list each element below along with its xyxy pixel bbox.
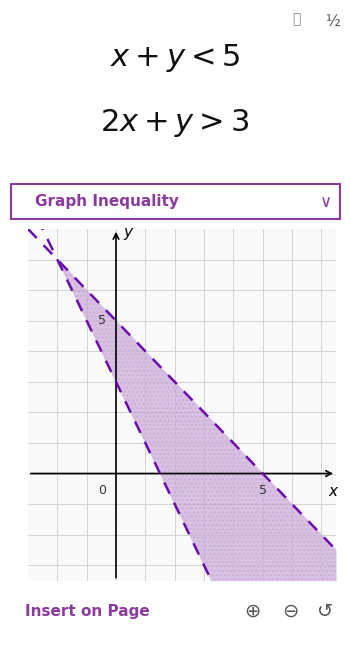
- FancyBboxPatch shape: [10, 184, 340, 219]
- Text: Insert on Page: Insert on Page: [25, 604, 149, 619]
- Text: ↺: ↺: [317, 602, 334, 620]
- Text: Graph Inequality: Graph Inequality: [35, 194, 179, 209]
- Text: 5: 5: [259, 484, 267, 497]
- Text: ⊖: ⊖: [282, 602, 299, 620]
- Text: 🔊: 🔊: [293, 13, 301, 26]
- Text: ⊕: ⊕: [244, 602, 260, 620]
- Text: $2x + y > 3$: $2x + y > 3$: [100, 107, 250, 139]
- Text: $x + y < 5$: $x + y < 5$: [110, 42, 240, 74]
- Text: x: x: [329, 484, 337, 499]
- Text: 0: 0: [98, 484, 106, 497]
- Text: y: y: [123, 224, 132, 239]
- Text: 5: 5: [98, 314, 106, 327]
- Text: ½: ½: [325, 14, 340, 30]
- Text: ∨: ∨: [320, 193, 331, 210]
